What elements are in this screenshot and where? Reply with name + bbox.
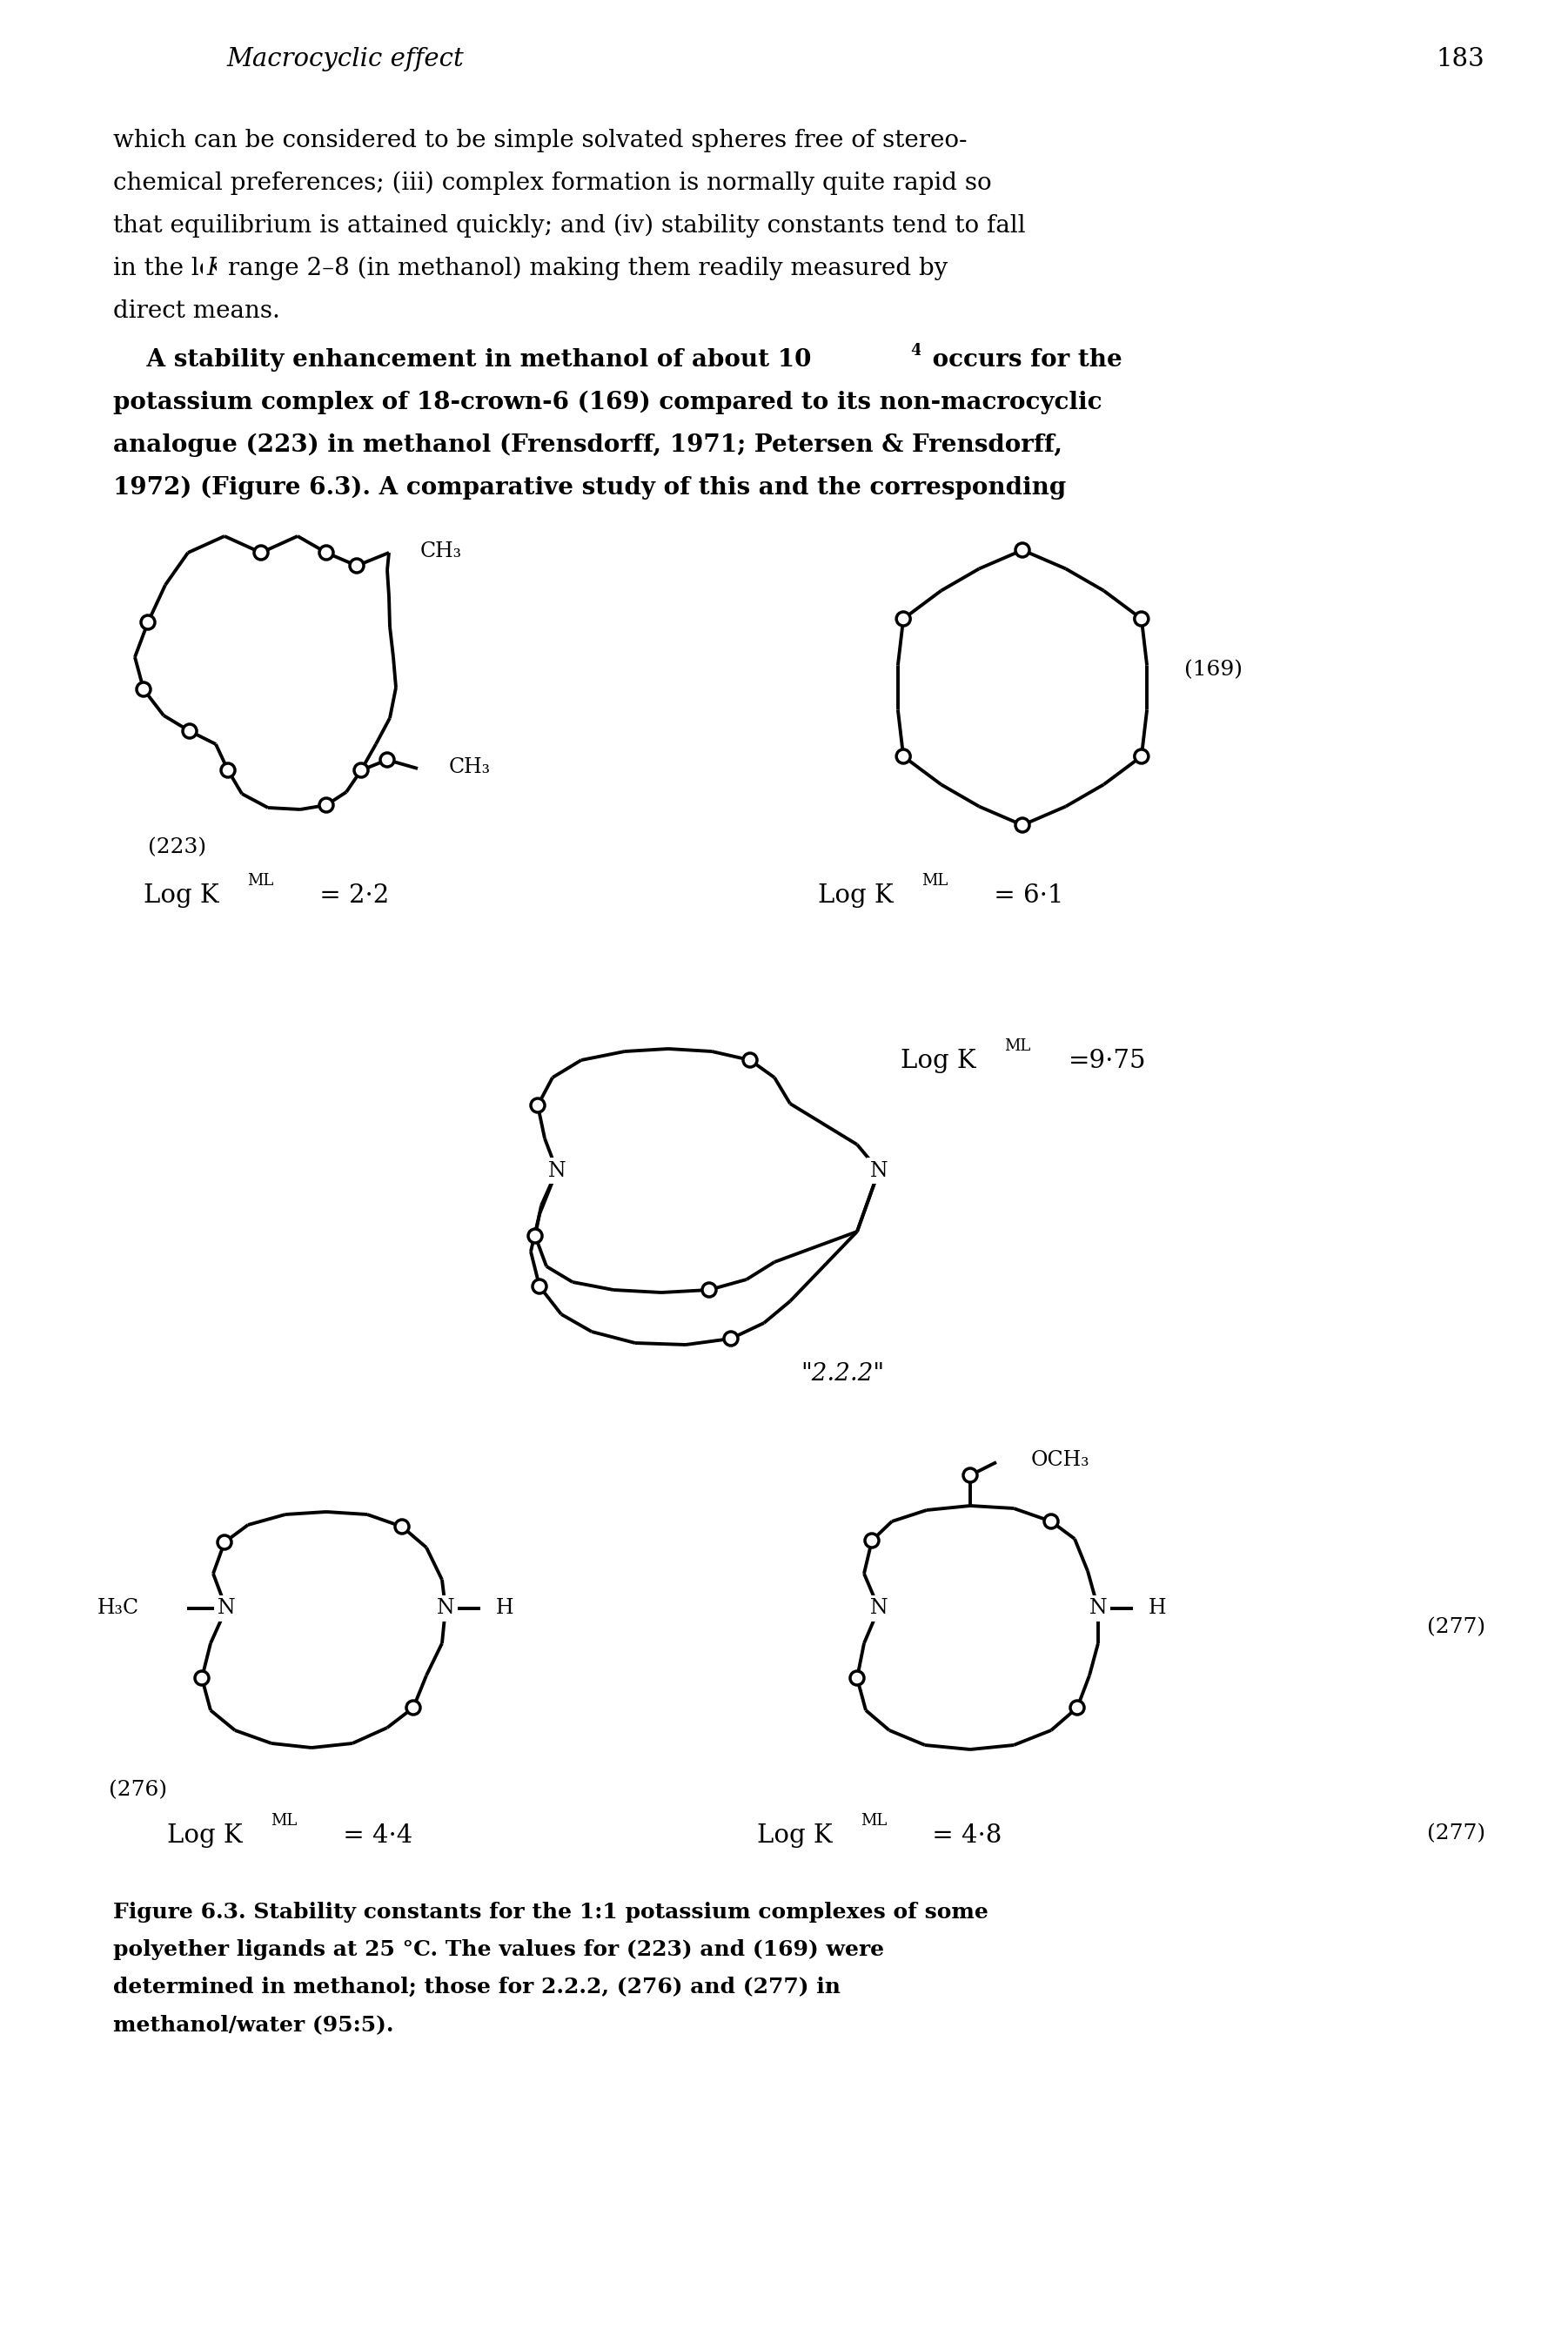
Text: H₃C: H₃C <box>97 1598 140 1619</box>
Text: ML: ML <box>248 872 273 888</box>
Text: ML: ML <box>922 872 947 888</box>
Text: ML: ML <box>271 1812 296 1828</box>
Circle shape <box>218 1535 232 1549</box>
Text: ML: ML <box>861 1812 887 1828</box>
Text: ML: ML <box>1004 1039 1030 1055</box>
Text: analogue (223) in methanol (Frensdorff, 1971; Petersen & Frensdorff,: analogue (223) in methanol (Frensdorff, … <box>113 432 1063 458</box>
Text: N: N <box>870 1598 887 1619</box>
Circle shape <box>897 611 911 625</box>
Circle shape <box>963 1469 977 1483</box>
Circle shape <box>354 764 368 778</box>
Text: (276): (276) <box>108 1779 168 1800</box>
Text: which can be considered to be simple solvated spheres free of stereo-: which can be considered to be simple sol… <box>113 129 967 153</box>
Text: =9·75: =9·75 <box>1068 1048 1146 1074</box>
Text: N: N <box>547 1161 566 1180</box>
Circle shape <box>1016 818 1029 832</box>
Circle shape <box>702 1283 717 1297</box>
Text: Log K: Log K <box>168 1824 243 1847</box>
Text: (277): (277) <box>1427 1617 1485 1638</box>
Text: CH₃: CH₃ <box>420 540 463 562</box>
Text: N: N <box>218 1598 235 1619</box>
Text: = 6·1: = 6·1 <box>986 884 1063 907</box>
Circle shape <box>194 1671 209 1685</box>
Text: Log K: Log K <box>757 1824 833 1847</box>
Text: N: N <box>1090 1598 1107 1619</box>
Text: A stability enhancement in methanol of about 10: A stability enhancement in methanol of a… <box>113 348 811 371</box>
Text: K: K <box>207 256 224 280</box>
Circle shape <box>866 1535 878 1549</box>
Text: Macrocyclic effect: Macrocyclic effect <box>226 47 464 70</box>
Text: CH₃: CH₃ <box>448 757 491 778</box>
Text: (223): (223) <box>147 837 207 858</box>
Circle shape <box>1135 750 1148 764</box>
Circle shape <box>743 1053 757 1067</box>
Text: determined in methanol; those for 2.2.2, (276) and (277) in: determined in methanol; those for 2.2.2,… <box>113 1976 840 1998</box>
Text: (169): (169) <box>1184 660 1242 679</box>
Text: Log K: Log K <box>818 884 894 907</box>
Circle shape <box>141 616 155 630</box>
Circle shape <box>320 799 334 813</box>
Circle shape <box>350 559 364 573</box>
Text: N: N <box>436 1598 455 1619</box>
Text: potassium complex of 18-crown-6 (169) compared to its non-macrocyclic: potassium complex of 18-crown-6 (169) co… <box>113 390 1102 414</box>
Text: 4: 4 <box>909 343 920 360</box>
Text: Log K: Log K <box>900 1048 975 1074</box>
Circle shape <box>1044 1513 1058 1528</box>
Circle shape <box>395 1520 409 1535</box>
Text: (277): (277) <box>1427 1824 1485 1842</box>
Circle shape <box>897 750 911 764</box>
Circle shape <box>1135 611 1148 625</box>
Text: Figure 6.3. Stability constants for the 1:1 potassium complexes of some: Figure 6.3. Stability constants for the … <box>113 1901 988 1922</box>
Text: in the log: in the log <box>113 256 237 280</box>
Text: H: H <box>495 1598 514 1619</box>
Text: polyether ligands at 25 °C. The values for (223) and (169) were: polyether ligands at 25 °C. The values f… <box>113 1939 884 1960</box>
Circle shape <box>533 1278 547 1293</box>
Circle shape <box>221 764 235 778</box>
Text: Log K: Log K <box>144 884 220 907</box>
Text: occurs for the: occurs for the <box>924 348 1123 371</box>
Circle shape <box>136 682 151 696</box>
Text: 183: 183 <box>1436 47 1485 70</box>
Circle shape <box>1071 1701 1083 1716</box>
Text: = 4·4: = 4·4 <box>336 1824 412 1847</box>
Text: H: H <box>1149 1598 1167 1619</box>
Circle shape <box>724 1332 739 1347</box>
Circle shape <box>850 1671 864 1685</box>
Circle shape <box>1016 543 1029 557</box>
Text: methanol/water (95:5).: methanol/water (95:5). <box>113 2014 394 2035</box>
Text: 1972) (Figure 6.3). A comparative study of this and the corresponding: 1972) (Figure 6.3). A comparative study … <box>113 477 1066 501</box>
Text: = 4·8: = 4·8 <box>924 1824 1002 1847</box>
Text: OCH₃: OCH₃ <box>1032 1450 1090 1471</box>
Text: "2.2.2": "2.2.2" <box>801 1363 884 1386</box>
Circle shape <box>183 724 196 738</box>
Text: direct means.: direct means. <box>113 298 281 322</box>
Circle shape <box>320 545 334 559</box>
Circle shape <box>406 1701 420 1716</box>
Text: chemical preferences; (iii) complex formation is normally quite rapid so: chemical preferences; (iii) complex form… <box>113 172 991 195</box>
Circle shape <box>254 545 268 559</box>
Text: N: N <box>870 1161 887 1180</box>
Circle shape <box>532 1097 544 1112</box>
Circle shape <box>381 752 394 766</box>
Text: that equilibrium is attained quickly; and (iv) stability constants tend to fall: that equilibrium is attained quickly; an… <box>113 214 1025 237</box>
Circle shape <box>528 1229 543 1243</box>
Text: range 2–8 (in methanol) making them readily measured by: range 2–8 (in methanol) making them read… <box>220 256 947 280</box>
Text: = 2·2: = 2·2 <box>312 884 389 907</box>
